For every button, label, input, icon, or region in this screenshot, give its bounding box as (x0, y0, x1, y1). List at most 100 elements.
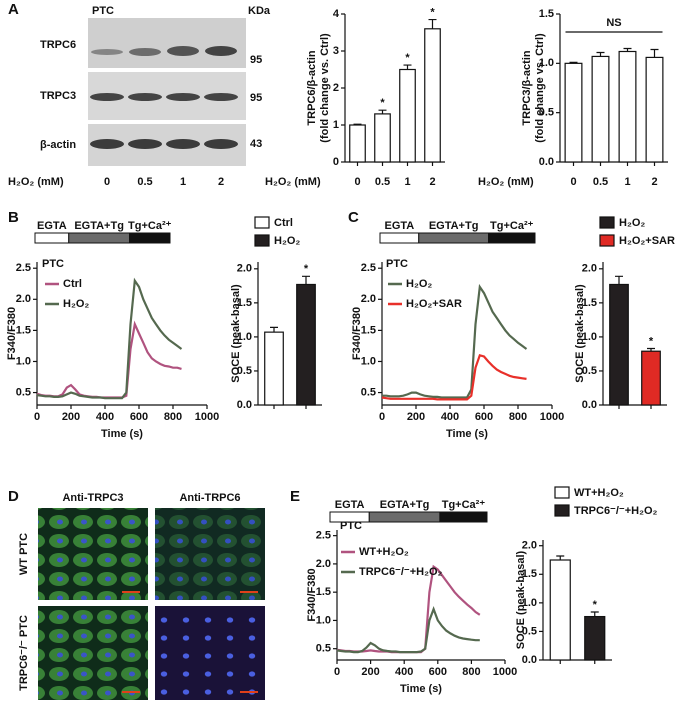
image-row-label: WT PTC (18, 533, 30, 575)
significance: * (593, 599, 598, 611)
y-tick-label: 2.0 (582, 263, 597, 275)
bar (641, 350, 661, 406)
y-tick-label: 2.0 (361, 293, 376, 305)
error-bar (569, 61, 578, 64)
error-bar (428, 18, 437, 29)
chart-label: PTC (42, 258, 64, 270)
x-tick-label: 1000 (493, 666, 517, 678)
scale-bars (122, 591, 258, 693)
blot-lane: 1 (180, 176, 186, 188)
significance: * (304, 263, 309, 275)
image (155, 508, 265, 600)
y-tick-label: 0.5 (16, 386, 31, 398)
panel-letter: D (8, 488, 19, 505)
legend-label: Ctrl (274, 217, 293, 229)
protocol-label: Tg+Ca²⁺ (128, 220, 172, 232)
legend-label: WT+H₂O₂ (359, 546, 409, 558)
legend-swatch (554, 504, 570, 517)
y-tick-label: 0.5 (582, 365, 597, 377)
chart-label: PTC (386, 258, 408, 270)
panel-letter: E (290, 488, 300, 505)
y-tick-label: 1.0 (237, 331, 252, 343)
y-tick-label: 0.5 (361, 386, 376, 398)
series-line (336, 605, 480, 654)
blot-row-label: β-actin (40, 139, 76, 151)
x-tick-label: 600 (130, 411, 148, 423)
blot-marker: 95 (250, 92, 262, 104)
protocol-segment (129, 232, 171, 244)
blot-lane: 0.5 (137, 176, 152, 188)
y-tick-label: 0.5 (316, 643, 331, 655)
y-tick-label: 0.0 (522, 654, 537, 666)
x-tick-label: 1000 (540, 411, 564, 423)
y-tick-label: 1.5 (361, 324, 376, 336)
blot-row-label: TRPC6 (40, 39, 76, 51)
y-tick-label: 2 (333, 82, 339, 94)
bar (618, 50, 637, 163)
x-tick-label: 0 (570, 176, 576, 188)
error-bar (403, 64, 412, 70)
y-axis-label: F340/F380 (351, 307, 363, 360)
y-axis-label: (fold change vs. Ctrl) (534, 33, 546, 143)
image (155, 606, 265, 700)
legend-swatch (554, 486, 570, 499)
x-tick-label: 0.5 (593, 176, 608, 188)
y-tick-label: 4 (333, 8, 340, 20)
image-row-label: TRPC6⁻/⁻ PTC (18, 615, 30, 691)
x-tick-label: 200 (361, 666, 379, 678)
error-bar (615, 275, 623, 285)
y-tick-label: 0.5 (237, 365, 252, 377)
y-tick-label: 0.0 (582, 399, 597, 411)
y-tick-label: 0.5 (539, 107, 554, 119)
x-tick-label: 400 (395, 666, 413, 678)
legend-label: H₂O₂ (619, 217, 645, 229)
blot-bands (90, 46, 238, 149)
blot-treatment: H₂O₂ (mM) (8, 176, 64, 188)
error-bar (590, 611, 599, 617)
y-axis-label: F340/F380 (6, 307, 18, 360)
significance: * (380, 97, 385, 109)
image-column-label: Anti-TRPC6 (179, 492, 240, 504)
blot-strip (88, 18, 246, 68)
y-tick-label: 2.5 (361, 262, 376, 274)
protocol-label: EGTA+Tg (380, 499, 430, 511)
protocol-segment (488, 232, 536, 244)
x-tick-label: 600 (475, 411, 493, 423)
y-tick-label: 1.0 (522, 597, 537, 609)
x-axis-label: H₂O₂ (mM) (478, 176, 534, 188)
blot-cell-label: PTC (92, 5, 114, 17)
protocol-label: EGTA (385, 220, 415, 232)
y-tick-label: 1.5 (522, 568, 537, 580)
y-tick-label: 1.0 (539, 57, 554, 69)
y-tick-label: 2.0 (237, 263, 252, 275)
y-tick-label: 1.5 (237, 297, 252, 309)
blot-row-label: TRPC3 (40, 90, 76, 102)
x-tick-label: 600 (429, 666, 447, 678)
x-tick-label: 400 (441, 411, 459, 423)
panel-letter: C (348, 209, 359, 226)
series-line (381, 353, 527, 401)
x-tick-label: 0.5 (375, 176, 390, 188)
protocol-label: Tg+Ca²⁺ (442, 499, 486, 511)
y-axis-label: TRPC3/β-actin (521, 50, 533, 125)
legend-label: Ctrl (63, 278, 82, 290)
y-tick-label: 0 (333, 156, 339, 168)
error-bar (353, 123, 362, 125)
series-line (336, 564, 481, 654)
legend-swatch (599, 216, 615, 229)
protocol-segment (329, 511, 370, 523)
error-bar (647, 347, 655, 352)
x-tick-label: 800 (462, 666, 480, 678)
error-bar (270, 326, 278, 333)
bar (264, 331, 284, 406)
protocol-segment (379, 232, 420, 244)
blot-marker: 95 (250, 54, 262, 66)
bar (645, 56, 664, 163)
y-tick-label: 1.5 (539, 8, 554, 20)
y-tick-label: 2.0 (522, 540, 537, 552)
protocol-segment (68, 232, 130, 244)
bar (374, 113, 391, 163)
series-line (382, 283, 528, 399)
error-bar (596, 51, 605, 57)
protocol-label: Tg+Ca²⁺ (490, 220, 534, 232)
